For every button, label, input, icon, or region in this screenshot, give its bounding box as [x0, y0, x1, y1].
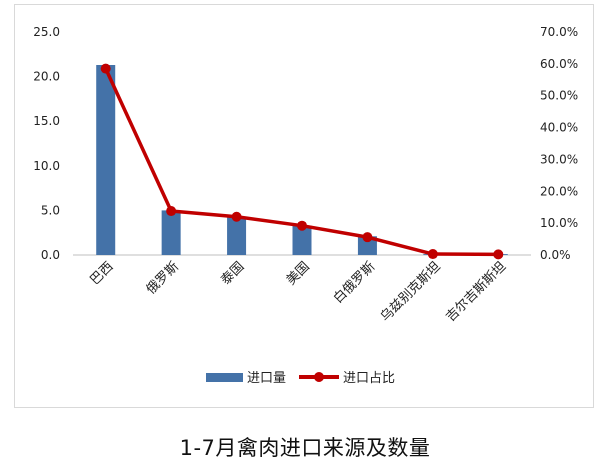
line-point	[427, 249, 438, 260]
chart-frame: 0.0 5.0 10.0 15.0 20.0 25.0 0.0% 10.0% 20.0% 30.…	[14, 4, 594, 408]
combo-chart: 0.0 5.0 10.0 15.0 20.0 25.0 0.0% 10.0% 20.0% 30.…	[33, 25, 578, 386]
category-label: 俄罗斯	[144, 259, 182, 297]
category-label: 泰国	[218, 259, 247, 288]
left-axis-ticks: 0.0 5.0 10.0 15.0 20.0 25.0	[33, 25, 60, 262]
legend-swatch-bar	[206, 373, 243, 382]
line-series	[100, 63, 504, 260]
legend-marker-line	[314, 372, 324, 382]
category-label: 吉尔吉斯斯坦	[443, 259, 509, 325]
right-tick-label: 10.0%	[540, 216, 578, 230]
left-tick-label: 10.0	[33, 159, 60, 173]
right-tick-label: 30.0%	[540, 152, 578, 166]
legend-label-line: 进口占比	[343, 371, 395, 386]
bar-series	[96, 65, 508, 255]
bar	[292, 225, 312, 255]
bar	[227, 216, 247, 255]
line-point	[231, 211, 242, 222]
right-tick-label: 40.0%	[540, 121, 578, 135]
left-tick-label: 15.0	[33, 114, 60, 128]
line-point	[100, 63, 111, 74]
figure-caption: 1-7月禽肉进口来源及数量	[179, 436, 431, 460]
right-tick-label: 20.0%	[540, 184, 578, 198]
category-label: 美国	[284, 259, 313, 288]
right-tick-label: 60.0%	[540, 57, 578, 71]
line-point	[362, 232, 373, 243]
legend-label-bar: 进口量	[247, 371, 286, 386]
category-label: 巴西	[88, 259, 117, 288]
right-axis-ticks: 0.0% 10.0% 20.0% 30.0% 40.0% 50.0% 60.0% 70.0%	[540, 25, 578, 262]
left-tick-label: 25.0	[33, 25, 60, 39]
line-point	[493, 249, 504, 260]
bar	[357, 236, 377, 255]
right-tick-label: 0.0%	[540, 248, 571, 262]
right-tick-label: 50.0%	[540, 89, 578, 103]
legend: 进口量 进口占比	[206, 371, 395, 386]
left-tick-label: 0.0	[41, 248, 60, 262]
right-tick-label: 70.0%	[540, 25, 578, 39]
left-tick-label: 20.0	[33, 70, 60, 84]
bar	[96, 65, 116, 255]
line-point	[297, 220, 307, 231]
line-point	[166, 206, 177, 217]
left-tick-label: 5.0	[41, 203, 60, 217]
category-label: 白俄罗斯	[330, 259, 378, 307]
category-label: 乌兹别克斯坦	[377, 259, 443, 325]
bar	[161, 210, 181, 255]
category-labels: 巴西 俄罗斯 泰国 美国 白俄罗斯 乌兹别克斯坦 吉尔吉斯斯坦	[88, 259, 510, 325]
